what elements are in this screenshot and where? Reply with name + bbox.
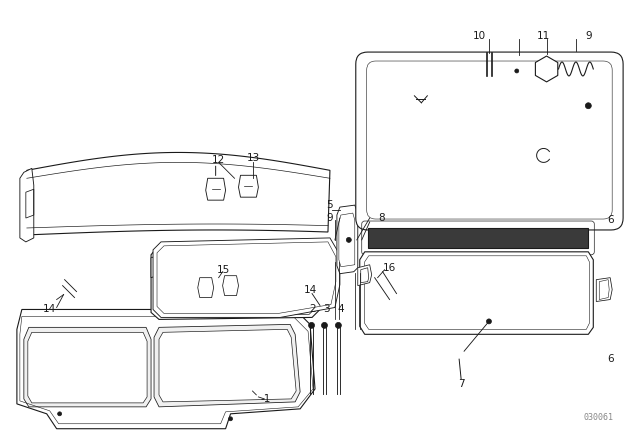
Circle shape xyxy=(58,412,61,416)
Polygon shape xyxy=(596,278,612,302)
Text: 030061: 030061 xyxy=(583,413,613,422)
Bar xyxy=(368,228,588,248)
Polygon shape xyxy=(27,152,330,235)
Polygon shape xyxy=(337,205,358,274)
Text: 14: 14 xyxy=(43,305,56,314)
Polygon shape xyxy=(360,252,593,334)
Polygon shape xyxy=(24,327,151,407)
Polygon shape xyxy=(239,175,259,197)
Polygon shape xyxy=(536,56,558,82)
Text: 13: 13 xyxy=(247,153,260,164)
Circle shape xyxy=(586,103,591,109)
Text: 12: 12 xyxy=(212,155,225,165)
Text: 7: 7 xyxy=(458,379,465,389)
Polygon shape xyxy=(20,168,34,242)
Text: 14: 14 xyxy=(303,284,317,295)
Circle shape xyxy=(308,323,314,328)
Polygon shape xyxy=(198,278,214,297)
Circle shape xyxy=(228,306,232,310)
Circle shape xyxy=(183,282,188,287)
Polygon shape xyxy=(358,265,372,286)
Polygon shape xyxy=(159,329,296,402)
Polygon shape xyxy=(223,276,239,296)
Circle shape xyxy=(346,237,351,242)
Polygon shape xyxy=(153,238,340,318)
Text: 15: 15 xyxy=(217,265,230,275)
Text: 6: 6 xyxy=(607,354,614,364)
Polygon shape xyxy=(151,254,163,278)
Text: 8: 8 xyxy=(378,213,385,223)
Circle shape xyxy=(228,417,232,421)
Text: 9: 9 xyxy=(585,31,591,41)
Circle shape xyxy=(335,323,341,328)
Text: 10: 10 xyxy=(472,31,486,41)
Polygon shape xyxy=(205,178,225,200)
Text: 6: 6 xyxy=(607,215,614,225)
Circle shape xyxy=(292,292,298,297)
FancyBboxPatch shape xyxy=(356,52,623,230)
Text: 11: 11 xyxy=(537,31,550,41)
Polygon shape xyxy=(28,332,147,403)
Text: 4: 4 xyxy=(337,305,344,314)
Circle shape xyxy=(486,319,492,324)
Text: 16: 16 xyxy=(383,263,396,273)
Polygon shape xyxy=(151,242,320,319)
Circle shape xyxy=(321,323,328,328)
Polygon shape xyxy=(17,310,315,429)
Circle shape xyxy=(515,69,519,73)
Text: 2: 2 xyxy=(310,305,316,314)
Text: 9: 9 xyxy=(326,213,333,223)
Text: 5: 5 xyxy=(326,200,333,210)
Text: 3: 3 xyxy=(324,305,330,314)
Text: -1: -1 xyxy=(260,394,271,404)
Polygon shape xyxy=(154,324,300,407)
